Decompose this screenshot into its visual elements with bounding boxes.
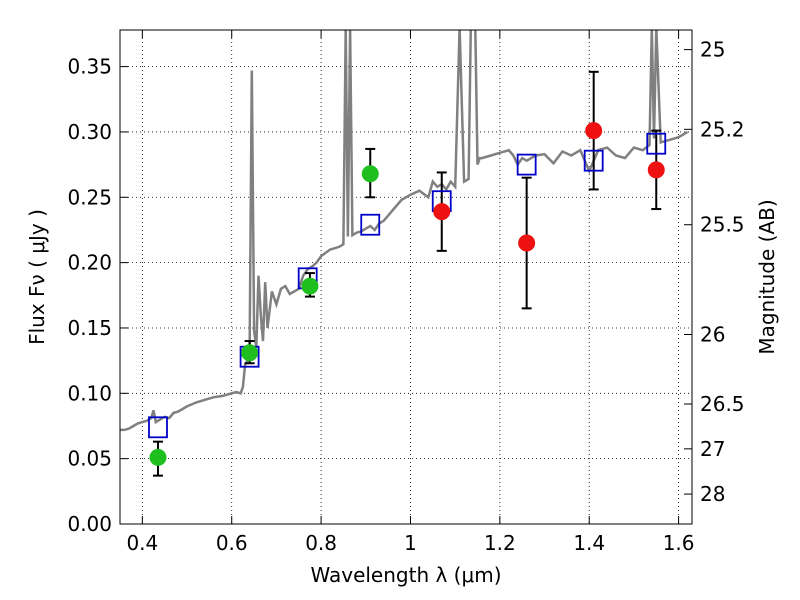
y2-tick-labels: 25 25.2 25.5 26 26.5 27 28 [700, 38, 745, 506]
y2-tick-label: 27 [700, 437, 725, 461]
green-data-point [241, 344, 259, 362]
red-data-point [585, 122, 603, 140]
y-tick-labels: 0.00 0.05 0.10 0.15 0.20 0.25 0.30 0.35 [67, 55, 112, 536]
model-square [646, 132, 667, 155]
spectrum-line [120, 30, 689, 432]
observed-points [149, 122, 665, 466]
y-tick-label: 0.15 [67, 316, 112, 340]
errorbars [152, 70, 662, 477]
model-squares [148, 132, 667, 439]
x-tick-label: 0.4 [126, 531, 158, 555]
y-tick-label: 0.25 [67, 185, 112, 209]
y-tick-label: 0.05 [67, 447, 112, 471]
green-data-point [301, 277, 319, 295]
model-square [583, 149, 604, 172]
x-tick-label: 1.4 [573, 531, 605, 555]
y-tick-label: 0.35 [67, 55, 112, 79]
y2-axis-label: Magnitude (AB) [755, 199, 779, 354]
x-tick-labels: 0.4 0.6 0.8 1 1.2 1.4 1.6 [126, 531, 694, 555]
y-tick-label: 0.10 [67, 381, 112, 405]
x-tick-label: 0.6 [216, 531, 248, 555]
red-data-point [433, 203, 451, 221]
x-axis-label: Wavelength λ (μm) [310, 563, 501, 587]
y-tick-label: 0.00 [67, 512, 112, 536]
y2-tick-label: 26 [700, 323, 725, 347]
model-square [148, 416, 168, 439]
y2-tick-label: 28 [700, 482, 725, 506]
plot-frame [119, 29, 693, 525]
ticks [120, 30, 692, 525]
y2-tick-label: 25.5 [700, 213, 745, 237]
y-tick-label: 0.20 [67, 251, 112, 275]
y2-tick-label: 25.2 [700, 117, 745, 141]
x-tick-label: 1.6 [663, 531, 695, 555]
y2-tick-label: 25 [700, 38, 725, 62]
plot-area [120, 30, 689, 477]
x-tick-label: 0.8 [305, 531, 337, 555]
green-data-point [361, 165, 379, 183]
model-square [360, 213, 381, 236]
y-axis-label: Flux Fν ( μJy ) [25, 209, 49, 345]
y2-tick-label: 26.5 [700, 392, 745, 416]
y-tick-label: 0.30 [67, 120, 112, 144]
grid [120, 30, 692, 524]
red-data-point [647, 161, 665, 179]
x-tick-label: 1.2 [484, 531, 516, 555]
x-tick-label: 1 [404, 531, 417, 555]
green-data-point [149, 448, 167, 466]
red-data-point [518, 234, 536, 252]
model-square [516, 153, 537, 176]
